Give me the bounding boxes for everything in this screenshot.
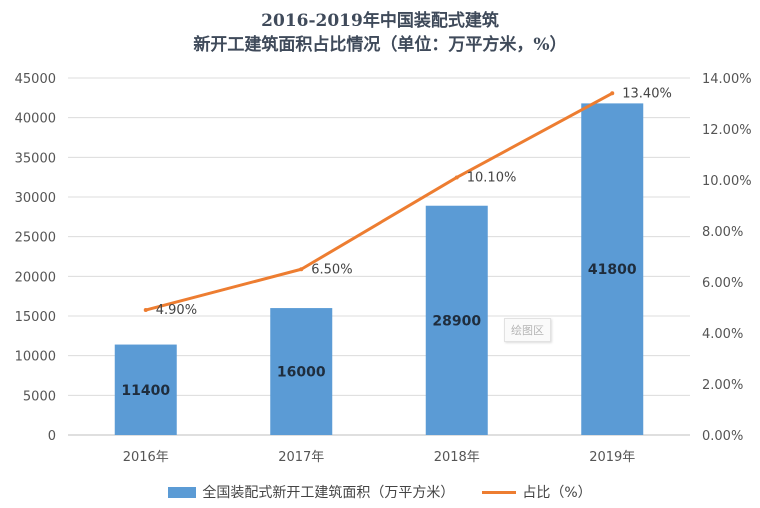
series-line	[145, 91, 613, 312]
bar	[581, 103, 644, 436]
y-left-tick-label: 15000	[15, 310, 56, 325]
line-data-label: 4.90%	[156, 303, 197, 318]
line-point	[610, 91, 615, 96]
y-left-tick-label: 35000	[15, 151, 56, 166]
line-data-label: 10.10%	[467, 170, 517, 185]
legend-swatch-line	[482, 490, 517, 494]
x-tick-label: 2016年	[123, 450, 169, 465]
x-tick-label: 2018年	[434, 450, 480, 465]
bar-data-label: 16000	[277, 365, 326, 381]
y-right-tick-label: 8.00%	[702, 225, 743, 240]
y-right-tick-label: 4.00%	[702, 327, 743, 342]
y-left-tick-label: 30000	[15, 191, 56, 206]
bar	[270, 308, 333, 435]
y-left-tick-label: 40000	[15, 112, 56, 127]
x-tick-label: 2019年	[589, 450, 635, 465]
chart-title-line-2: 新开工建筑面积占比情况（单位：万平方米，%）	[193, 35, 567, 55]
line-data-label: 13.40%	[622, 86, 672, 101]
line-data-label: 6.50%	[311, 262, 352, 277]
line-point	[299, 267, 304, 272]
bar	[114, 344, 177, 435]
x-tick-label: 2017年	[278, 450, 324, 465]
plot-area-tooltip: 绘图区	[504, 318, 551, 342]
legend-swatch-bar	[168, 486, 197, 498]
chart-title-line-1: 2016-2019年中国装配式建筑	[261, 11, 499, 31]
chart-legend: 全国装配式新开工建筑面积（万平方米） 占比（%）	[0, 482, 760, 502]
legend-label-line: 占比（%）	[522, 485, 592, 501]
y-left-tick-label: 45000	[15, 72, 56, 87]
y-right-tick-label: 6.00%	[702, 276, 743, 291]
y-right-tick-label: 14.00%	[702, 72, 752, 87]
bar	[425, 205, 488, 435]
bar-data-label: 11400	[121, 383, 170, 399]
bar-data-label: 41800	[588, 262, 637, 278]
y-left-tick-label: 25000	[15, 231, 56, 246]
legend-item-bar[interactable]: 全国装配式新开工建筑面积（万平方米）	[168, 482, 454, 502]
y-left-tick-label: 20000	[15, 270, 56, 285]
combo-chart: 0 5000 10000 15000 20000 25000 30000 35000 40000…	[15, 72, 752, 465]
legend-item-line[interactable]: 占比（%）	[482, 482, 592, 502]
y-right-tick-label: 10.00%	[702, 174, 752, 189]
y-left-tick-label: 5000	[23, 389, 56, 404]
line-point	[454, 175, 459, 180]
y-right-tick-label: 2.00%	[702, 378, 743, 393]
y-left-tick-label: 0	[48, 429, 56, 444]
legend-label-bar: 全国装配式新开工建筑面积（万平方米）	[202, 485, 455, 501]
y-right-tick-label: 0.00%	[702, 429, 743, 444]
line-point	[143, 308, 148, 313]
y-right-tick-label: 12.00%	[702, 123, 752, 138]
y-left-tick-label: 10000	[15, 350, 56, 365]
bar-data-label: 28900	[432, 313, 481, 329]
